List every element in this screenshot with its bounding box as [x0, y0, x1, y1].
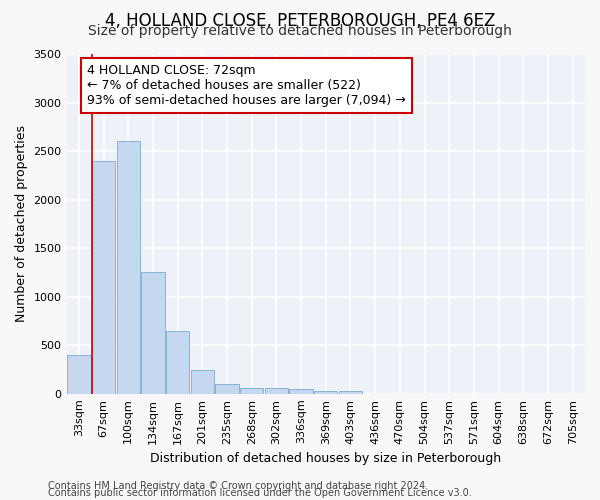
Bar — [116, 142, 140, 394]
Y-axis label: Number of detached properties: Number of detached properties — [15, 126, 28, 322]
Text: 4, HOLLAND CLOSE, PETERBOROUGH, PE4 6EZ: 4, HOLLAND CLOSE, PETERBOROUGH, PE4 6EZ — [105, 12, 495, 30]
Text: Contains public sector information licensed under the Open Government Licence v3: Contains public sector information licen… — [48, 488, 472, 498]
Bar — [67, 355, 91, 394]
Bar — [166, 330, 190, 394]
Bar — [265, 388, 288, 394]
Text: Size of property relative to detached houses in Peterborough: Size of property relative to detached ho… — [88, 24, 512, 38]
Bar — [215, 384, 239, 394]
Bar — [191, 370, 214, 394]
Bar — [92, 161, 115, 394]
Bar — [240, 388, 263, 394]
Text: 4 HOLLAND CLOSE: 72sqm
← 7% of detached houses are smaller (522)
93% of semi-det: 4 HOLLAND CLOSE: 72sqm ← 7% of detached … — [87, 64, 406, 107]
Bar — [289, 389, 313, 394]
Bar — [339, 391, 362, 394]
Bar — [141, 272, 164, 394]
X-axis label: Distribution of detached houses by size in Peterborough: Distribution of detached houses by size … — [150, 452, 502, 465]
Bar — [314, 391, 337, 394]
Text: Contains HM Land Registry data © Crown copyright and database right 2024.: Contains HM Land Registry data © Crown c… — [48, 481, 428, 491]
